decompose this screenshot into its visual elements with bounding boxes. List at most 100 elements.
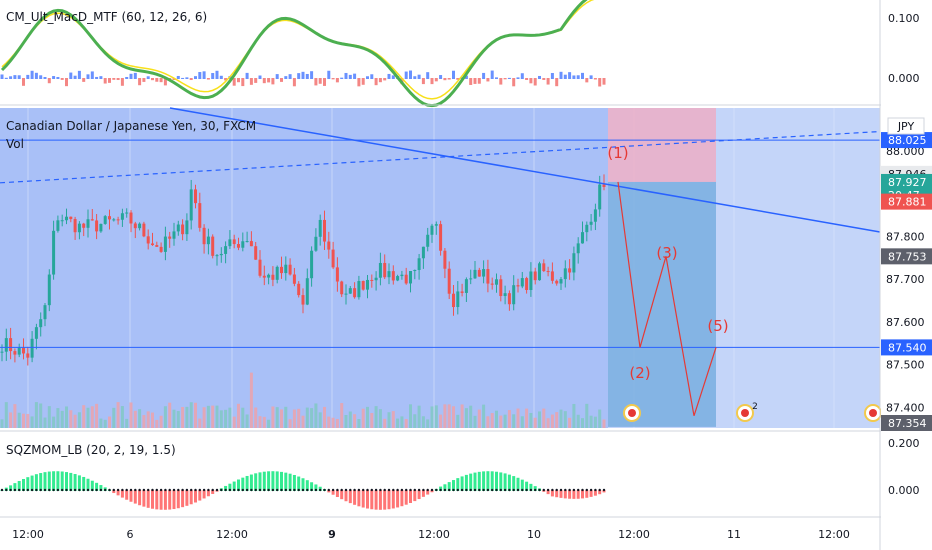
volume-bars (0, 372, 606, 428)
volume-bar (572, 403, 576, 428)
candle-body (516, 285, 520, 287)
sqz-legend[interactable]: SQZMOM_LB (20, 2, 19, 1.5) (6, 443, 176, 457)
squeeze-dot (370, 488, 373, 492)
volume-bar (361, 408, 365, 428)
candle-body (598, 184, 602, 210)
volume-bar (116, 402, 120, 428)
volume-bar (172, 409, 176, 428)
volume-bar (602, 419, 606, 428)
candle-body (417, 258, 421, 270)
squeeze-dot (202, 488, 206, 492)
volume-bar (323, 406, 326, 428)
macd-line (0, 0, 588, 108)
macd-histogram-bar (378, 78, 382, 83)
squeeze-dot (78, 488, 81, 492)
price-badge (881, 415, 932, 431)
momentum-bar (327, 490, 331, 493)
macd-histogram-bar (490, 70, 494, 79)
macd-histogram-bar (181, 77, 185, 79)
macd-histogram-bar (176, 75, 180, 79)
macd-legend[interactable]: CM_Ult_MacD_MTF (60, 12, 26, 6) (6, 10, 207, 24)
candle-body (430, 225, 434, 235)
macd-histogram-bar (245, 72, 249, 79)
squeeze-dot (426, 488, 429, 492)
momentum-bar (396, 490, 400, 508)
volume-bar (22, 413, 25, 428)
macd-histogram-bar (593, 78, 597, 80)
currency-box[interactable] (887, 117, 925, 135)
candle-body (331, 249, 335, 268)
squeeze-dot (568, 488, 571, 492)
volume-bar (563, 411, 567, 428)
volume-bar (73, 414, 77, 428)
candle-body (327, 241, 331, 250)
price-tick-label: 87.800 (886, 230, 925, 243)
macd-histogram-bar (90, 71, 94, 79)
macd-histogram-bar (120, 78, 124, 86)
macd-histogram-bar (73, 75, 77, 79)
squeeze-dot (349, 488, 352, 492)
momentum-bar (589, 490, 593, 497)
candle-body (159, 246, 163, 252)
candle-body (572, 253, 576, 273)
macd-histogram-bar (99, 76, 103, 79)
time-axis[interactable]: 12:00 6 12:00 9 12:00 10 12:00 11 12:00 (12, 528, 850, 541)
price-badge-label: 87.753 (888, 250, 927, 263)
momentum-bar (228, 483, 232, 491)
volume-bar (542, 408, 546, 428)
macd-histogram-bar (206, 78, 210, 80)
squeeze-dot (147, 488, 150, 492)
squeeze-dot (0, 488, 4, 492)
macd-histogram-bar (275, 74, 279, 79)
momentum-bar (292, 474, 296, 491)
candle-body (13, 351, 17, 355)
macd-histogram-bar (546, 78, 550, 85)
candle-body (550, 271, 554, 281)
volume-bar (447, 404, 451, 428)
squeeze-dot (331, 488, 335, 492)
candle-body (215, 255, 219, 257)
volume-bar (30, 416, 34, 428)
candle-body (585, 224, 589, 233)
volume-bar (409, 404, 412, 428)
macd-histogram-bar (52, 76, 56, 79)
squeeze-dot (456, 488, 459, 492)
candle-body (495, 279, 498, 285)
candle-body (409, 271, 412, 284)
volume-bar (366, 406, 369, 428)
symbol-title[interactable]: Canadian Dollar / Japanese Yen, 30, FXCM (6, 119, 256, 133)
candle-body (30, 338, 34, 358)
volume-bar (340, 403, 344, 428)
momentum-bar (241, 477, 245, 491)
macd-histogram-bar (9, 76, 13, 79)
momentum-bar (138, 490, 142, 506)
price-badges: 88.02587.94687.92720:4787.88187.75387.54… (881, 132, 932, 431)
macd-histogram-bar (464, 75, 468, 79)
volume-bar (206, 405, 210, 428)
volume-bar (249, 372, 253, 428)
candle-body (469, 278, 473, 280)
momentum-bar (340, 490, 344, 500)
momentum-bar (95, 482, 99, 491)
price-axis[interactable] (881, 0, 932, 550)
squeeze-dot (91, 488, 94, 492)
squeeze-dot (250, 488, 253, 492)
macd-histogram-bar (47, 78, 51, 84)
momentum-bar (460, 476, 464, 491)
volume-bar (353, 414, 357, 428)
drawing-tools[interactable]: (1) (2) (3) (5) 2 (0, 107, 882, 422)
volume-legend[interactable]: Vol (6, 137, 24, 151)
macd-histogram-bar (520, 73, 524, 79)
macd-histogram-bar (13, 75, 17, 79)
candle-body (90, 219, 94, 221)
macd-histogram-bar (568, 72, 572, 79)
candle-body (542, 263, 546, 272)
volume-bar (65, 406, 68, 428)
macd-histogram-bar (426, 72, 430, 79)
candle-body (602, 184, 606, 187)
momentum-bar (172, 490, 176, 510)
momentum-bar (116, 490, 120, 496)
macd-histogram-bar (602, 78, 606, 85)
squeeze-dot (452, 488, 455, 492)
